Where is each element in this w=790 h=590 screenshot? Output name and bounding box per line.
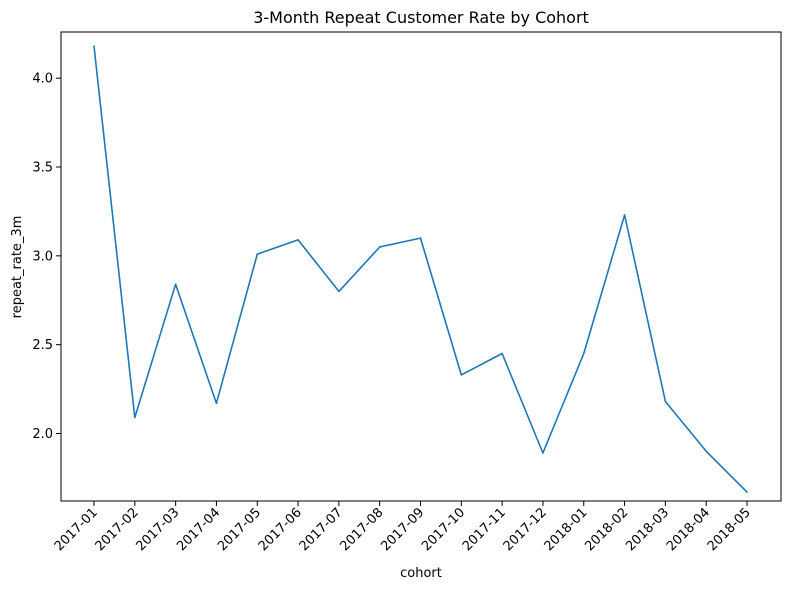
y-axis: 2.0 2.5 3.0 3.5 4.0 bbox=[32, 72, 61, 442]
x-tick-label: 2017-09 bbox=[378, 505, 427, 554]
data-point bbox=[419, 237, 422, 239]
y-tick-label: 3.0 bbox=[32, 249, 53, 264]
data-point bbox=[215, 402, 218, 405]
x-tick-label: 2017-02 bbox=[93, 505, 142, 554]
y-tick-label: 2.0 bbox=[32, 427, 53, 442]
data-point bbox=[623, 214, 626, 216]
y-tick-label: 4.0 bbox=[32, 72, 53, 87]
y-axis-label: repeat_rate_3m bbox=[10, 216, 25, 319]
x-tick-label: 2018-02 bbox=[582, 505, 631, 554]
x-tick-label: 2017-12 bbox=[501, 505, 550, 554]
data-point bbox=[297, 239, 299, 241]
data-point bbox=[338, 290, 340, 293]
data-point bbox=[174, 283, 177, 286]
y-tick-label: 2.5 bbox=[32, 338, 53, 353]
chart-title: 3-Month Repeat Customer Rate by Cohort bbox=[253, 8, 589, 27]
data-point bbox=[93, 45, 95, 48]
data-point bbox=[460, 374, 463, 376]
y-tick-label: 3.5 bbox=[32, 161, 53, 176]
x-tick-label: 2017-10 bbox=[419, 505, 468, 554]
x-tick-label: 2017-05 bbox=[215, 505, 264, 554]
plot-area bbox=[60, 31, 782, 502]
series-layer bbox=[93, 45, 748, 493]
data-point bbox=[705, 450, 707, 453]
x-tick-label: 2018-03 bbox=[623, 505, 672, 554]
x-tick-label: 2017-01 bbox=[52, 505, 101, 554]
data-point bbox=[582, 352, 585, 355]
plot-frame bbox=[60, 31, 782, 502]
data-point bbox=[746, 491, 748, 493]
data-point bbox=[542, 452, 544, 454]
data-point bbox=[378, 246, 381, 248]
x-tick-label: 2017-06 bbox=[256, 505, 305, 554]
x-tick-label: 2018-05 bbox=[705, 505, 754, 554]
data-point bbox=[501, 352, 503, 355]
series-line bbox=[93, 46, 748, 493]
x-tick-label: 2017-04 bbox=[174, 505, 223, 554]
data-point bbox=[664, 400, 667, 403]
x-tick-label: 2017-11 bbox=[460, 505, 509, 554]
x-axis: 2017-012017-022017-032017-042017-052017-… bbox=[52, 501, 754, 554]
data-point bbox=[256, 253, 259, 255]
x-tick-label: 2018-04 bbox=[664, 505, 713, 554]
x-axis-label: cohort bbox=[400, 566, 442, 581]
x-tick-label: 2017-03 bbox=[133, 505, 182, 554]
x-tick-label: 2017-08 bbox=[337, 505, 386, 554]
data-point bbox=[134, 416, 136, 419]
x-tick-label: 2018-01 bbox=[542, 505, 591, 554]
x-tick-label: 2017-07 bbox=[297, 505, 346, 554]
